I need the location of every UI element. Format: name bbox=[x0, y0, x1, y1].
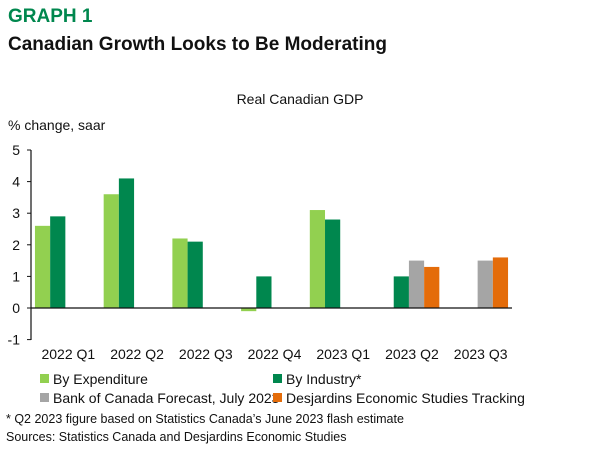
y-tick-label: 0 bbox=[12, 300, 20, 316]
legend-swatch bbox=[40, 374, 49, 383]
x-tick-label: 2022 Q4 bbox=[248, 346, 302, 362]
legend-swatch bbox=[40, 393, 49, 402]
bar-by-expenditure bbox=[172, 238, 188, 308]
bar-by-expenditure bbox=[309, 210, 326, 308]
bar-by-industry bbox=[256, 276, 272, 308]
x-tick-label: 2022 Q2 bbox=[110, 346, 164, 362]
y-tick-label: 2 bbox=[12, 237, 20, 253]
x-tick-label: 2022 Q1 bbox=[41, 346, 95, 362]
bar-by-industry bbox=[187, 241, 203, 308]
bar-by-industry bbox=[325, 219, 341, 308]
bar-by-expenditure bbox=[34, 225, 51, 308]
bar-by-industry bbox=[50, 216, 66, 308]
y-tick-label: 3 bbox=[12, 205, 20, 221]
legend-label: Desjardins Economic Studies Tracking bbox=[286, 390, 525, 406]
bar-desjardins-economic-studies-tracking bbox=[492, 257, 509, 308]
y-axis-label: % change, saar bbox=[8, 117, 106, 133]
chart-title: Real Canadian GDP bbox=[237, 91, 364, 107]
bar-bank-of-canada-forecast-july-2023 bbox=[477, 260, 493, 308]
chart-heading: Canadian Growth Looks to Be Moderating bbox=[8, 34, 387, 55]
bar-by-industry bbox=[393, 276, 409, 308]
y-tick-label: 1 bbox=[12, 268, 20, 284]
bar-by-expenditure bbox=[241, 308, 257, 312]
bar-desjardins-economic-studies-tracking bbox=[424, 266, 440, 308]
legend-swatch bbox=[273, 374, 282, 383]
y-tick-label: -1 bbox=[8, 332, 21, 348]
legend-swatch bbox=[273, 393, 282, 402]
bar-by-industry bbox=[118, 178, 135, 308]
graph-label: GRAPH 1 bbox=[8, 6, 93, 27]
sources: Sources: Statistics Canada and Desjardin… bbox=[6, 430, 346, 444]
bar-bank-of-canada-forecast-july-2023 bbox=[408, 260, 425, 308]
legend-label: By Expenditure bbox=[53, 371, 148, 387]
x-tick-label: 2023 Q3 bbox=[454, 346, 508, 362]
footnote: * Q2 2023 figure based on Statistics Can… bbox=[6, 412, 404, 426]
y-tick-label: 4 bbox=[12, 174, 20, 190]
legend-label: By Industry* bbox=[286, 371, 362, 387]
bar-by-expenditure bbox=[103, 194, 119, 308]
legend-label: Bank of Canada Forecast, July 2023 bbox=[53, 390, 280, 406]
x-tick-label: 2023 Q2 bbox=[385, 346, 439, 362]
x-tick-label: 2023 Q1 bbox=[316, 346, 370, 362]
x-tick-label: 2022 Q3 bbox=[179, 346, 233, 362]
y-tick-label: 5 bbox=[12, 142, 20, 158]
